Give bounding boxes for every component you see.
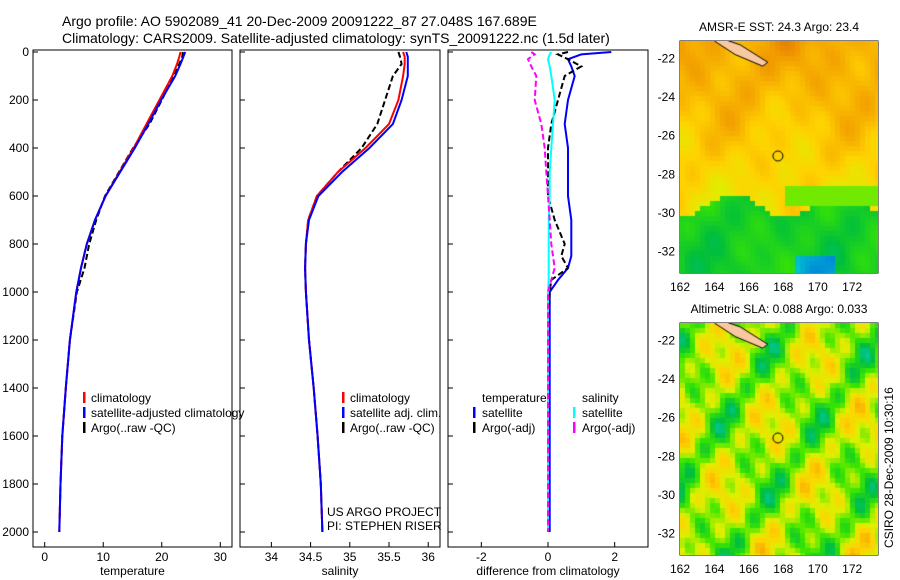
series-line-argo xyxy=(58,51,184,533)
x-tick-label: 10 xyxy=(97,550,111,564)
legend-label: satellite xyxy=(482,406,523,420)
x-tick-label: 36 xyxy=(422,550,436,564)
map-y-tick-label: -32 xyxy=(658,245,676,259)
map-x-tick-label: 166 xyxy=(739,562,759,576)
map-y-tick-label: -24 xyxy=(658,90,676,104)
map-x-tick-label: 166 xyxy=(739,280,759,294)
map-x-tick-label: 172 xyxy=(842,562,862,576)
x-tick-label: 35 xyxy=(343,550,357,564)
legend-swatch xyxy=(83,407,86,418)
map-y-tick-label: -26 xyxy=(658,129,676,143)
map-y-tick-label: -24 xyxy=(658,372,676,386)
map-x-tick-label: 168 xyxy=(773,562,793,576)
annotation: PI: STEPHEN RISER xyxy=(327,519,442,533)
legend-swatch xyxy=(473,407,476,418)
y-tick-label: 1200 xyxy=(2,333,29,347)
map-x-tick-label: 164 xyxy=(704,562,724,576)
x-tick-label: 35.5 xyxy=(377,550,401,564)
x-tick-label: 34 xyxy=(265,550,279,564)
map-x-tick-label: 170 xyxy=(808,280,828,294)
map-y-tick-label: -30 xyxy=(658,488,676,502)
map-y-tick-label: -26 xyxy=(658,411,676,425)
sla-map-canvas xyxy=(680,323,878,555)
map-x-tick-label: 164 xyxy=(704,280,724,294)
series-line-satellite xyxy=(304,51,409,533)
y-tick-label: 800 xyxy=(9,237,29,251)
legend-label: Argo(..raw -QC) xyxy=(350,421,435,435)
y-tick-label: 0 xyxy=(22,45,29,59)
y-tick-label: 200 xyxy=(9,93,29,107)
legend-swatch xyxy=(473,422,476,433)
legend-swatch xyxy=(573,407,576,418)
map-x-tick-label: 170 xyxy=(808,562,828,576)
series-line-temperature-satellite xyxy=(548,51,612,532)
legend-swatch xyxy=(573,422,576,433)
legend-swatch xyxy=(342,422,345,433)
y-tick-label: 1600 xyxy=(2,429,29,443)
y-tick-label: 1400 xyxy=(2,381,29,395)
series-line-satellite xyxy=(58,51,187,533)
axes-box xyxy=(32,49,233,548)
temperature-panel: 0 10 20 30 0 200 400 600 800 1000 1200 1400 1600 1800… xyxy=(2,45,244,578)
map-y-tick-label: -28 xyxy=(658,167,676,181)
y-tick-label: 400 xyxy=(9,141,29,155)
legend-label: Argo(..raw -QC) xyxy=(91,421,176,435)
map-title: Altimetric SLA: 0.088 Argo: 0.033 xyxy=(691,302,868,316)
sst-map-canvas xyxy=(680,41,878,273)
y-tick-label: 1800 xyxy=(2,477,29,491)
x-axis-label: difference from climatology xyxy=(476,564,619,578)
y-tick-label: 600 xyxy=(9,189,29,203)
series-line-temperature-argo xyxy=(547,51,584,532)
map-y-tick-label: -22 xyxy=(658,51,676,65)
y-tick-label: 2000 xyxy=(2,525,29,539)
annotation: US ARGO PROJECT xyxy=(327,505,442,519)
x-tick-label: 2 xyxy=(611,550,618,564)
x-tick-label: -2 xyxy=(476,550,487,564)
x-tick-label: 0 xyxy=(41,550,48,564)
x-tick-label: 0 xyxy=(545,550,552,564)
x-axis-label: salinity xyxy=(322,564,359,578)
x-tick-label: 20 xyxy=(155,550,169,564)
legend-label: Argo(-adj) xyxy=(482,421,535,435)
legend-label: climatology xyxy=(350,391,410,405)
salinity-panel: 34 34.5 35 35.5 36 salinity climatologysatelli… xyxy=(239,49,442,578)
map-x-tick-label: 162 xyxy=(670,562,690,576)
side-stamp: CSIRO 28-Dec-2009 10:30:16 xyxy=(882,387,896,548)
map-x-tick-label: 162 xyxy=(670,280,690,294)
legend-label: satellite adj. clim. xyxy=(350,406,441,420)
legend-label: satellite xyxy=(582,406,623,420)
map-y-tick-label: -28 xyxy=(658,449,676,463)
title-line-2: Climatology: CARS2009. Satellite-adjuste… xyxy=(62,30,610,46)
map-title: AMSR-E SST: 24.3 Argo: 23.4 xyxy=(699,20,859,34)
legend-label: Argo(-adj) xyxy=(582,421,635,435)
title-line-1: Argo profile: AO 5902089_41 20-Dec-2009 … xyxy=(62,13,537,29)
map-y-tick-label: -30 xyxy=(658,206,676,220)
legend-swatch xyxy=(83,392,86,403)
map-y-tick-label: -32 xyxy=(658,527,676,541)
x-axis-label: temperature xyxy=(100,564,165,578)
legend-label: temperature xyxy=(482,391,547,405)
map-x-tick-label: 172 xyxy=(842,280,862,294)
legend-swatch xyxy=(342,407,345,418)
map-x-tick-label: 168 xyxy=(773,280,793,294)
series-line-salinity-satellite xyxy=(546,51,556,532)
legend-label: climatology xyxy=(91,391,151,405)
legend-swatch xyxy=(83,422,86,433)
legend-label: satellite-adjusted climatology xyxy=(91,406,244,420)
axes-box xyxy=(239,49,441,548)
series-line-salinity-argo xyxy=(526,51,556,532)
y-tick-label: 1000 xyxy=(2,285,29,299)
map-y-tick-label: -22 xyxy=(658,333,676,347)
legend-swatch xyxy=(342,392,345,403)
x-tick-label: 34.5 xyxy=(299,550,323,564)
legend-label: salinity xyxy=(582,391,619,405)
x-tick-label: 30 xyxy=(214,550,228,564)
